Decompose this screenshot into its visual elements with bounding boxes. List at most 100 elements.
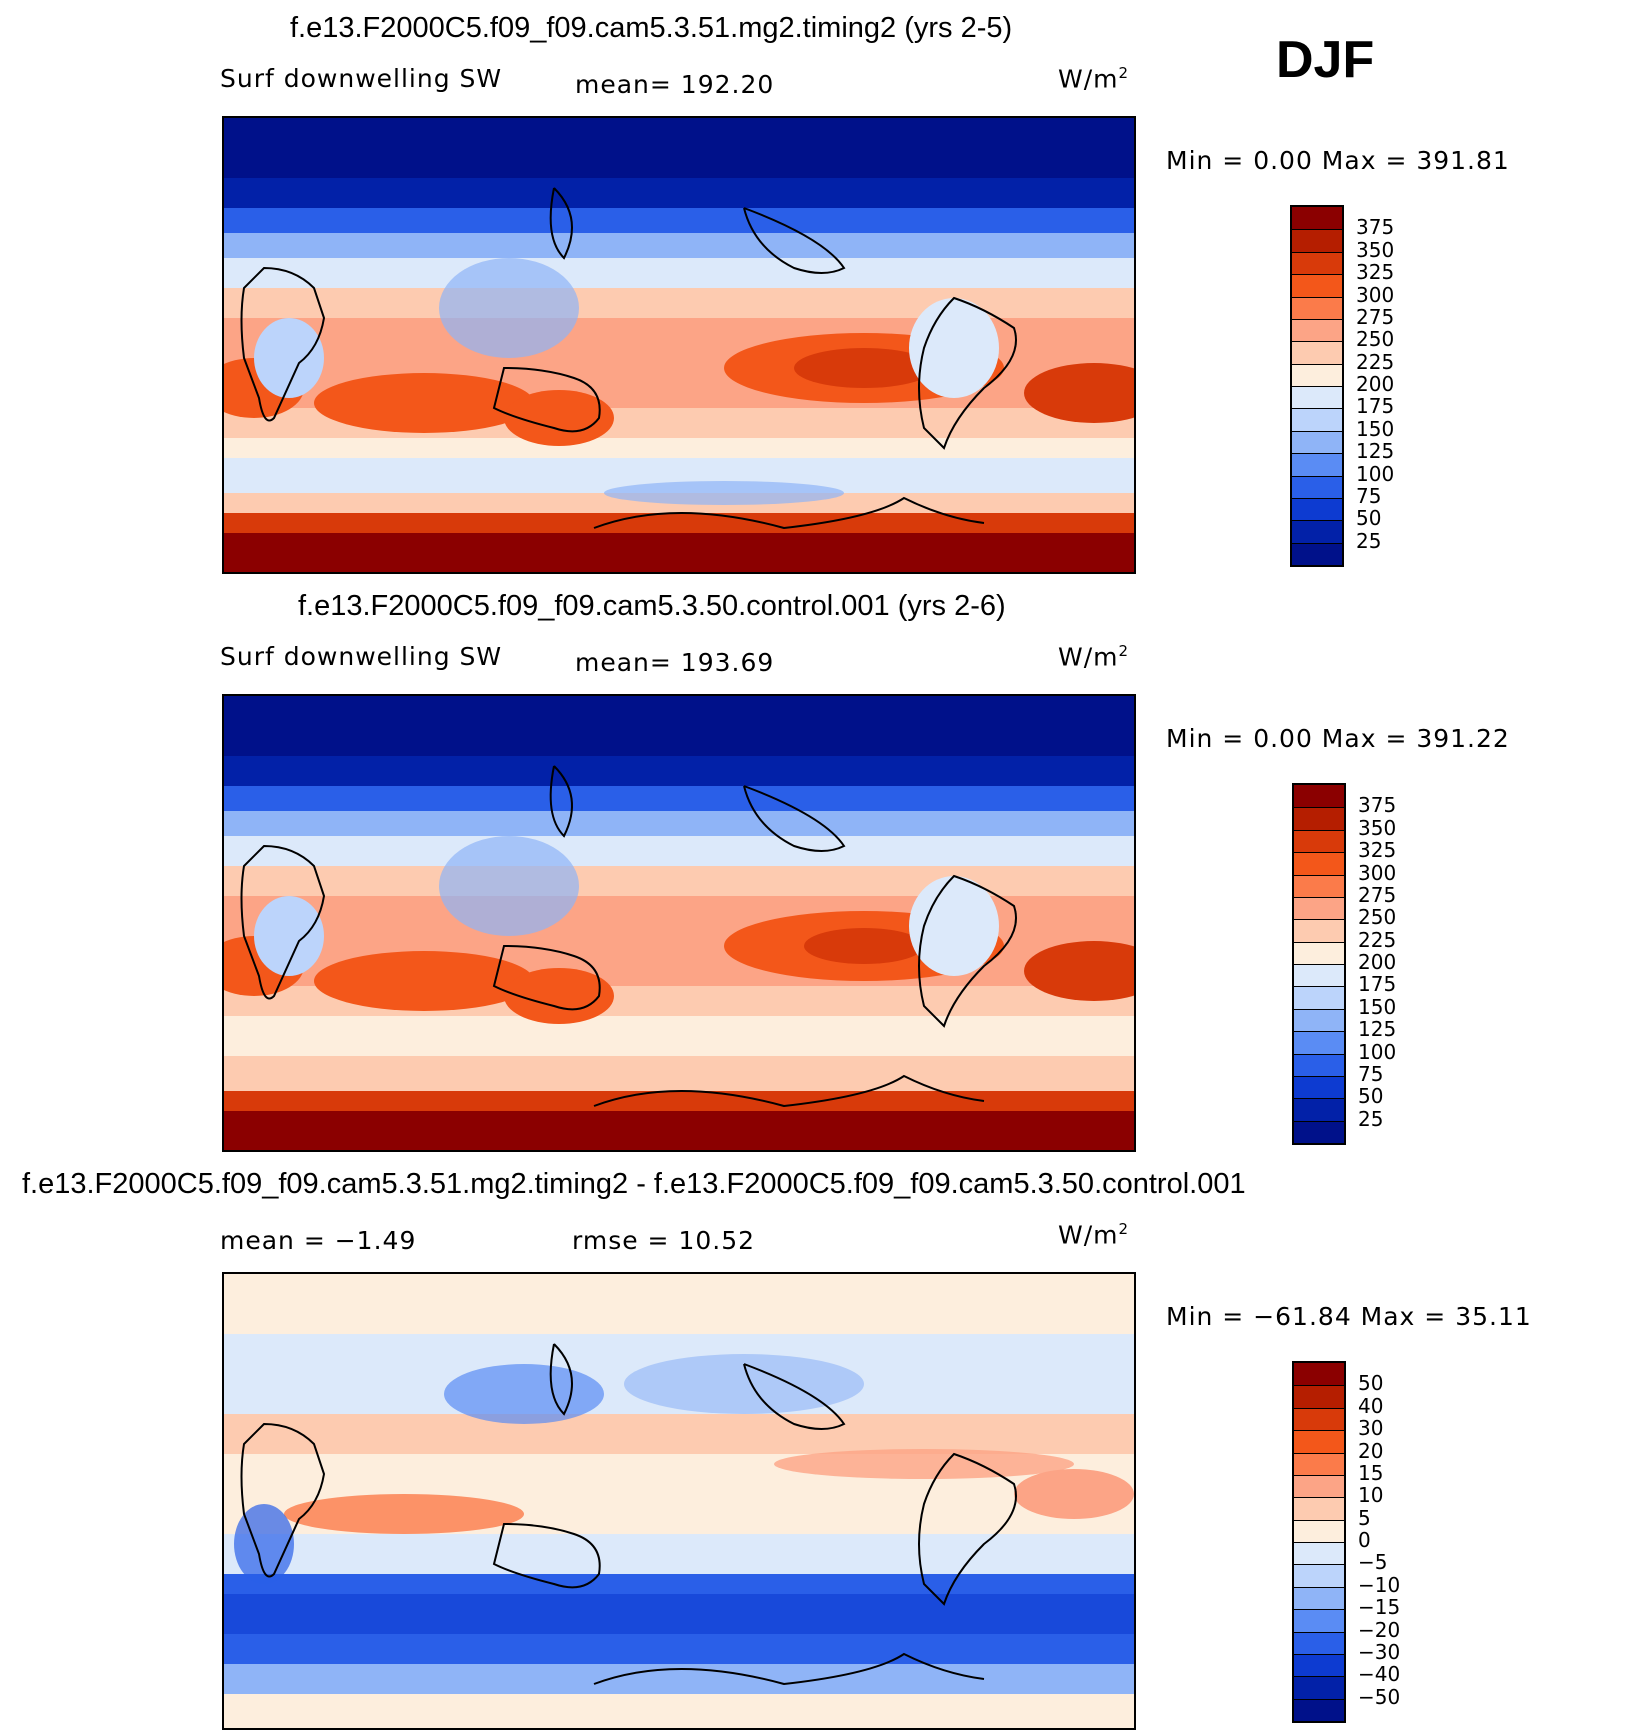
colorbar-segment bbox=[1292, 363, 1342, 386]
colorbar-segment bbox=[1294, 919, 1344, 942]
colorbar-segment bbox=[1294, 1586, 1344, 1610]
panel2-variable: Surf downwelling SW bbox=[220, 642, 503, 671]
colorbar-tick-label: 350 bbox=[1358, 815, 1397, 840]
panel3-map bbox=[222, 1272, 1136, 1730]
colorbar-tick-label: 250 bbox=[1356, 327, 1395, 352]
colorbar-tick-label: −10 bbox=[1358, 1572, 1401, 1597]
colorbar-segment bbox=[1292, 251, 1342, 275]
colorbar-tick-label: 200 bbox=[1358, 950, 1397, 974]
season-label: DJF bbox=[1276, 31, 1375, 89]
colorbar-segment bbox=[1294, 1120, 1344, 1143]
panel3-minmax: Min = −61.84 Max = 35.11 bbox=[1166, 1302, 1532, 1331]
colorbar-tick-label: 175 bbox=[1358, 972, 1397, 997]
colorbar-segment bbox=[1294, 807, 1344, 830]
colorbar-segment bbox=[1294, 1474, 1344, 1498]
colorbar-tick-label: 225 bbox=[1356, 349, 1395, 374]
colorbar-tick-label: 150 bbox=[1358, 994, 1397, 1019]
panel1-units: W/m2 bbox=[1058, 64, 1130, 94]
panel1-mean: mean= 192.20 bbox=[575, 70, 775, 99]
colorbar-segment bbox=[1294, 986, 1344, 1009]
colorbar-segment bbox=[1292, 341, 1342, 364]
colorbar-segment bbox=[1294, 1008, 1344, 1032]
colorbar-segment bbox=[1292, 229, 1342, 252]
colorbar-segment bbox=[1292, 453, 1342, 476]
colorbar-segment bbox=[1292, 207, 1342, 230]
colorbar-segment bbox=[1292, 497, 1342, 521]
colorbar-segment bbox=[1294, 1631, 1344, 1654]
colorbar-segment bbox=[1294, 1542, 1344, 1565]
panel3-units: W/m2 bbox=[1058, 1220, 1130, 1250]
colorbar-tick-label: 25 bbox=[1358, 1106, 1384, 1131]
colorbar-tick-label: 250 bbox=[1358, 905, 1397, 930]
colorbar-tick-label: 275 bbox=[1358, 882, 1397, 907]
colorbar-tick-label: 5 bbox=[1358, 1505, 1371, 1530]
panel2-mean: mean= 193.69 bbox=[575, 648, 775, 677]
colorbar-segment bbox=[1294, 1098, 1344, 1121]
colorbar-tick-label: 0 bbox=[1358, 1528, 1371, 1552]
colorbar-tick-label: −40 bbox=[1358, 1662, 1401, 1687]
panel3-rmse: rmse = 10.52 bbox=[572, 1226, 756, 1255]
colorbar-segment bbox=[1292, 430, 1342, 454]
panel2-colorbar-ticks: 375 350 325 300 275 250 225 200 175 150 125 100 75 50… bbox=[1358, 783, 1428, 1141]
panel3-title: f.e13.F2000C5.f09_f09.cam5.3.51.mg2.timi… bbox=[22, 1168, 1246, 1200]
colorbar-tick-label: 50 bbox=[1358, 1084, 1384, 1109]
panel2-title: f.e13.F2000C5.f09_f09.cam5.3.50.control.… bbox=[298, 590, 1006, 622]
colorbar-tick-label: 75 bbox=[1358, 1061, 1384, 1086]
colorbar-tick-label: 50 bbox=[1358, 1371, 1384, 1396]
colorbar-tick-label: 75 bbox=[1356, 483, 1382, 508]
panel2-map bbox=[222, 694, 1136, 1152]
colorbar-segment bbox=[1294, 1031, 1344, 1054]
colorbar-segment bbox=[1292, 408, 1342, 431]
colorbar-segment bbox=[1294, 829, 1344, 853]
panel1-colorbar bbox=[1290, 205, 1344, 567]
colorbar-tick-label: 150 bbox=[1356, 416, 1395, 441]
colorbar-tick-label: 20 bbox=[1358, 1438, 1384, 1463]
colorbar-tick-label: −15 bbox=[1358, 1595, 1401, 1620]
colorbar-tick-label: 100 bbox=[1356, 461, 1395, 486]
colorbar-segment bbox=[1294, 874, 1344, 897]
colorbar-tick-label: −20 bbox=[1358, 1617, 1401, 1642]
colorbar-tick-label: 25 bbox=[1356, 528, 1382, 553]
colorbar-segment bbox=[1292, 318, 1342, 342]
colorbar-tick-label: 30 bbox=[1358, 1416, 1384, 1441]
colorbar-tick-label: −5 bbox=[1358, 1550, 1388, 1575]
panel3-mean: mean = −1.49 bbox=[220, 1226, 417, 1255]
colorbar-segment bbox=[1294, 1385, 1344, 1408]
panel1-variable: Surf downwelling SW bbox=[220, 64, 503, 93]
colorbar-tick-label: 40 bbox=[1358, 1393, 1384, 1418]
colorbar-segment bbox=[1294, 1363, 1344, 1386]
colorbar-segment bbox=[1294, 1698, 1344, 1721]
colorbar-segment bbox=[1294, 964, 1344, 987]
panel2-map-field bbox=[224, 696, 1134, 1150]
colorbar-tick-label: 325 bbox=[1356, 260, 1395, 285]
colorbar-segment bbox=[1294, 1676, 1344, 1699]
panel1-colorbar-ticks: 375 350 325 300 275 250 225 200 175 150 125 100 75 50… bbox=[1356, 205, 1426, 563]
colorbar-segment bbox=[1294, 1407, 1344, 1431]
colorbar-segment bbox=[1292, 296, 1342, 319]
colorbar-segment bbox=[1294, 1564, 1344, 1587]
colorbar-tick-label: 225 bbox=[1358, 927, 1397, 952]
colorbar-tick-label: 375 bbox=[1356, 215, 1395, 240]
colorbar-tick-label: 200 bbox=[1356, 372, 1395, 396]
colorbar-segment bbox=[1294, 1497, 1344, 1520]
panel2-units: W/m2 bbox=[1058, 642, 1130, 672]
colorbar-segment bbox=[1294, 1075, 1344, 1099]
colorbar-segment bbox=[1294, 852, 1344, 875]
colorbar-segment bbox=[1294, 941, 1344, 964]
colorbar-tick-label: 10 bbox=[1358, 1483, 1384, 1508]
panel3-colorbar-ticks: 50 40 30 20 15 10 5 0 −5 −10 −15 −20 −30 −40 −50 bbox=[1358, 1361, 1448, 1719]
colorbar-segment bbox=[1294, 1452, 1344, 1475]
panel2-minmax: Min = 0.00 Max = 391.22 bbox=[1166, 724, 1510, 753]
colorbar-tick-label: 300 bbox=[1356, 282, 1395, 307]
panel1-map bbox=[222, 116, 1136, 574]
colorbar-tick-label: 300 bbox=[1358, 860, 1397, 885]
colorbar-segment bbox=[1292, 386, 1342, 409]
colorbar-tick-label: 350 bbox=[1356, 237, 1395, 262]
colorbar-segment bbox=[1292, 274, 1342, 297]
panel1-minmax: Min = 0.00 Max = 391.81 bbox=[1166, 146, 1510, 175]
colorbar-tick-label: 125 bbox=[1358, 1017, 1397, 1042]
colorbar-tick-label: 50 bbox=[1356, 506, 1382, 531]
colorbar-segment bbox=[1294, 896, 1344, 920]
colorbar-tick-label: 100 bbox=[1358, 1039, 1397, 1064]
colorbar-segment bbox=[1292, 542, 1342, 565]
